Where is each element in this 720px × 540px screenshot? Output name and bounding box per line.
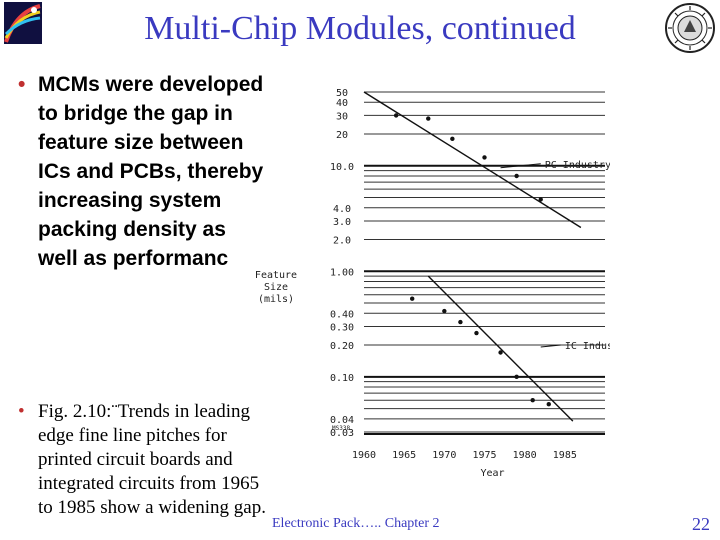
y-tick-label: 10.0	[330, 162, 354, 173]
y-tick-label: 3.0	[333, 217, 351, 228]
data-point	[458, 319, 463, 325]
figure-code: MS338	[332, 425, 350, 432]
university-seal	[664, 2, 716, 54]
data-point	[530, 398, 535, 403]
logo-left	[4, 2, 42, 44]
series-label: IC Industry	[565, 341, 610, 352]
bullet-marker: •	[18, 401, 25, 422]
data-point	[474, 330, 479, 336]
y-axis-label: Feature	[255, 270, 297, 281]
y-tick-label: 0.03	[330, 428, 354, 439]
y-tick-label: 50	[336, 88, 348, 99]
y-axis-label: (mils)	[258, 294, 294, 305]
bullet-marker: •	[18, 73, 26, 96]
data-point	[450, 136, 455, 142]
x-tick-label: 1980	[513, 450, 537, 461]
y-tick-label: 0.40	[330, 309, 354, 320]
y-tick-label: 30	[336, 111, 348, 122]
x-tick-label: 1985	[553, 450, 577, 461]
y-tick-label: 20	[336, 130, 348, 141]
slide-title: Multi-Chip Modules, continued	[144, 10, 576, 47]
data-point	[426, 116, 431, 121]
y-tick-label: 1.00	[330, 267, 354, 278]
y-tick-label: 0.04	[330, 415, 354, 426]
slide-footer: Electronic Pack….. Chapter 2	[272, 516, 440, 531]
data-point	[546, 402, 551, 407]
data-point	[410, 296, 415, 301]
x-tick-label: 1975	[472, 450, 496, 461]
series-label-leader	[500, 163, 541, 169]
data-point	[514, 173, 519, 179]
data-point	[482, 155, 487, 160]
y-tick-label: 0.20	[330, 341, 354, 352]
data-point	[538, 197, 543, 202]
feature-size-chart: 50 40 30 20 10.0 4.0 3.0 2.0 1.00 0.40 0.30 0.20 0.1…	[250, 80, 631, 500]
data-point	[442, 308, 447, 314]
page-number: 22	[692, 514, 710, 534]
x-tick-label: 1960	[352, 450, 376, 461]
series-line	[363, 91, 582, 229]
series-line	[427, 275, 574, 422]
y-tick-label: 4.0	[333, 204, 351, 215]
y-tick-label: 0.30	[330, 322, 354, 333]
data-point	[514, 374, 519, 380]
y-tick-label: 40	[336, 98, 348, 109]
series-label: PC Industry	[545, 160, 610, 171]
figure-caption-body: Fig. 2.10:¨Trends in leading edge fine l…	[38, 401, 266, 518]
series-label-leader	[540, 344, 561, 348]
data-point	[393, 113, 399, 118]
y-axis-label: Size	[264, 282, 288, 293]
x-tick-label: 1970	[432, 450, 456, 461]
data-point	[498, 350, 503, 355]
x-tick-label: 1965	[392, 450, 416, 461]
x-axis-label: Year	[480, 468, 504, 479]
y-tick-label: 2.0	[333, 236, 351, 247]
y-tick-label: 0.10	[330, 373, 354, 384]
bullet-mcm-body: MCMs were developed to bridge the gap in…	[38, 73, 264, 270]
